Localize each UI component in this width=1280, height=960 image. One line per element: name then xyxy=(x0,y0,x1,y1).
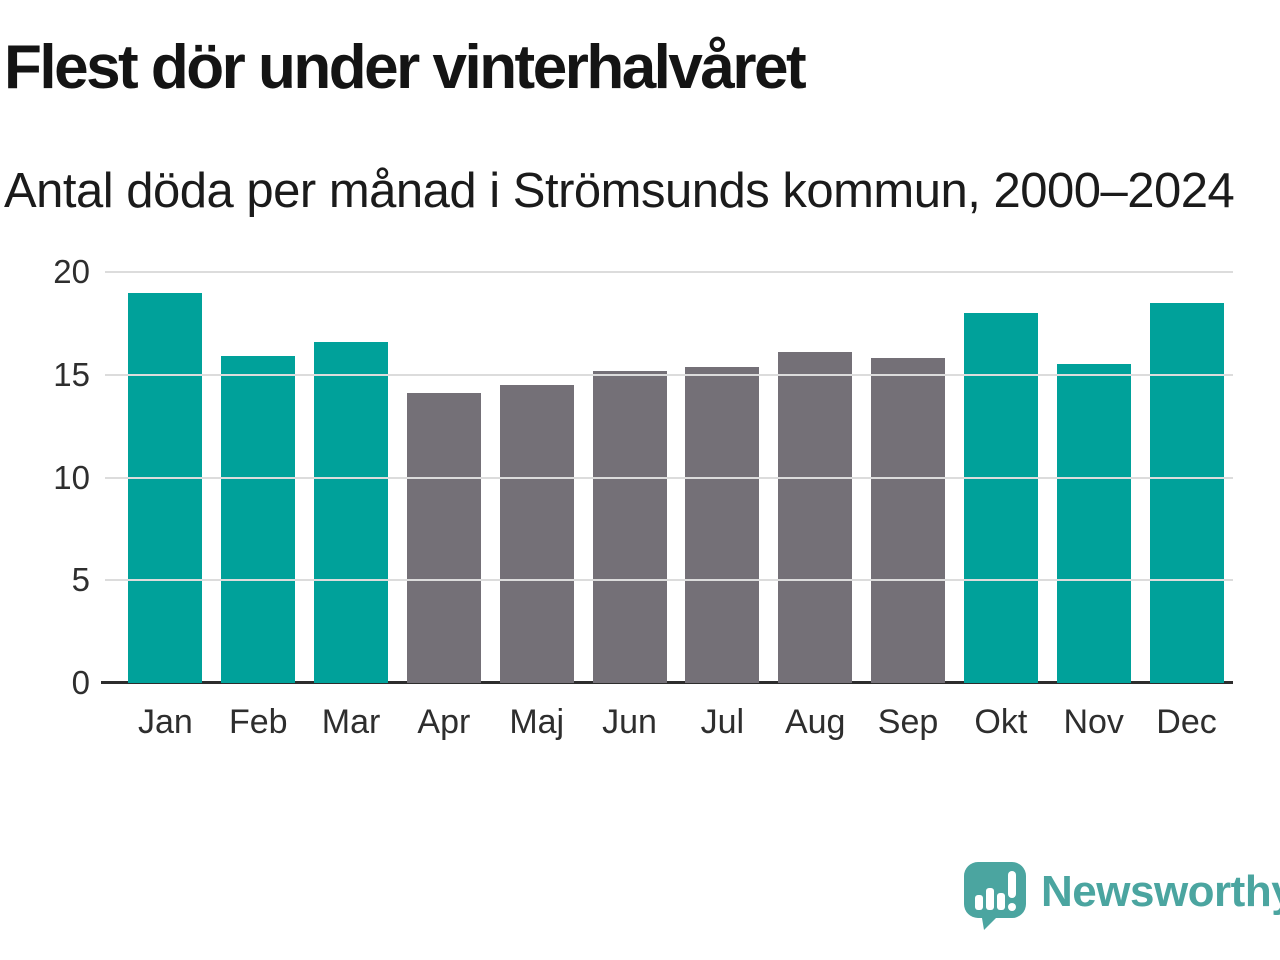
bar-slot-sep: Sep xyxy=(862,272,955,741)
bars-container: Jan Feb Mar Apr Maj Jun Jul Aug Sep Okt Nov Dec xyxy=(119,272,1233,741)
bar-sep xyxy=(871,358,946,683)
speech-bubble-shape xyxy=(964,862,1026,930)
bar-slot-dec: Dec xyxy=(1140,272,1233,741)
brand-footer: Newsworthy xyxy=(962,860,1280,930)
y-tick-label-15: 15 xyxy=(53,355,90,393)
bar-slot-mar: Mar xyxy=(305,272,398,741)
plot-area: Jan Feb Mar Apr Maj Jun Jul Aug Sep Okt Nov Dec 0 5 1… xyxy=(53,255,1233,741)
bar-mar xyxy=(314,341,389,683)
logo-bar-short xyxy=(975,895,983,910)
logo-bar-medium xyxy=(997,893,1005,910)
x-tick-label-okt: Okt xyxy=(974,703,1028,741)
bar-jan xyxy=(128,292,203,683)
x-tick-label-feb: Feb xyxy=(228,703,288,741)
logo-exclamation-bar xyxy=(1008,871,1016,898)
y-tick-label-0: 0 xyxy=(71,664,90,701)
bar-maj xyxy=(499,385,574,683)
x-tick-label-dec: Dec xyxy=(1156,703,1217,741)
newsworthy-logo-icon xyxy=(964,862,1026,930)
x-tick-label-jul: Jul xyxy=(700,703,745,741)
bar-apr xyxy=(406,393,481,683)
bar-slot-nov: Nov xyxy=(1047,272,1140,741)
bar-okt xyxy=(963,313,1038,683)
x-tick-label-maj: Maj xyxy=(509,703,565,741)
gridline-10 xyxy=(105,476,1233,479)
y-tick-label-5: 5 xyxy=(71,561,90,599)
bar-nov xyxy=(1056,364,1131,683)
bar-slot-jun: Jun xyxy=(583,272,676,741)
x-tick-label-jun: Jun xyxy=(602,703,657,741)
bar-slot-feb: Feb xyxy=(212,272,305,741)
bar-jun xyxy=(592,370,667,683)
logo-bar-tall xyxy=(986,888,994,910)
x-axis-line xyxy=(101,681,1233,684)
bar-dec xyxy=(1149,302,1224,683)
bar-slot-maj: Maj xyxy=(490,272,583,741)
bar-slot-jul: Jul xyxy=(676,272,769,741)
gridline-15 xyxy=(105,373,1233,376)
bar-jul xyxy=(685,366,760,683)
chart-title: Flest dör under vinterhalvåret xyxy=(4,33,807,102)
gridline-20 xyxy=(105,271,1233,273)
x-tick-label-mar: Mar xyxy=(321,703,381,741)
x-tick-label-jan: Jan xyxy=(137,703,193,741)
x-tick-label-apr: Apr xyxy=(417,703,471,741)
brand-name: Newsworthy xyxy=(1041,867,1280,916)
x-tick-label-sep: Sep xyxy=(877,703,939,741)
logo-exclamation-dot xyxy=(1008,903,1016,911)
chart-subtitle: Antal döda per månad i Strömsunds kommun… xyxy=(4,164,1235,218)
y-tick-label-20: 20 xyxy=(53,253,90,290)
bar-aug xyxy=(778,352,853,683)
bar-slot-jan: Jan xyxy=(119,272,212,741)
bar-slot-aug: Aug xyxy=(769,272,862,741)
bar-slot-apr: Apr xyxy=(397,272,490,741)
x-tick-label-nov: Nov xyxy=(1063,703,1124,741)
x-tick-label-aug: Aug xyxy=(784,703,846,741)
y-tick-label-10: 10 xyxy=(53,458,90,496)
bar-feb xyxy=(221,356,296,683)
gridline-5 xyxy=(105,579,1233,582)
